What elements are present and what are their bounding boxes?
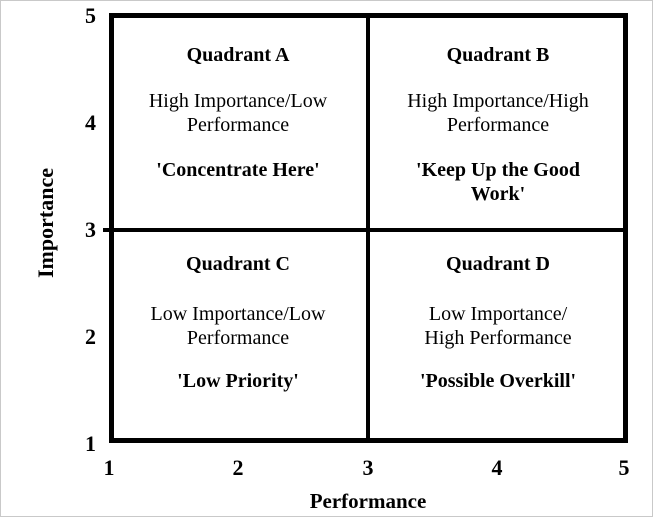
quadrant-b: Quadrant B High Importance/High Performa… [374,13,622,206]
y-tick-5: 5 [85,3,96,28]
quadrant-a-slogan: 'Concentrate Here' [156,159,320,181]
quadrant-d: Quadrant D Low Importance/ High Performa… [374,230,622,393]
quadrant-a-title: Quadrant A [186,44,290,66]
quadrant-c-slogan: 'Low Priority' [177,370,299,392]
quadrant-b-title: Quadrant B [446,44,550,66]
quadrant-c-description: Low Importance/Low Performance [150,303,326,349]
quadrant-d-title: Quadrant D [446,253,550,275]
quadrant-c: Quadrant C Low Importance/Low Performanc… [114,230,362,393]
x-tick-3: 3 [362,455,374,480]
quadrant-b-slogan: 'Keep Up the Good Work' [416,159,580,205]
x-tick-4: 4 [491,455,503,480]
quadrant-a: Quadrant A High Importance/Low Performan… [114,13,362,182]
y-tick-1: 1 [85,431,96,456]
quadrant-a-description: High Importance/Low Performance [148,90,328,136]
quadrant-c-title: Quadrant C [186,253,290,275]
x-axis-title: Performance [309,489,427,513]
quadrant-d-description: Low Importance/ High Performance [424,303,572,349]
y-tick-2: 2 [85,324,96,349]
y-tick-4: 4 [85,110,96,135]
horizontal-midline [103,228,628,232]
quadrant-b-description: High Importance/High Performance [407,90,589,136]
y-tick-3: 3 [85,217,96,242]
quadrant-d-slogan: 'Possible Overkill' [419,370,577,392]
x-tick-1: 1 [103,455,115,480]
x-tick-5: 5 [618,455,630,480]
x-tick-2: 2 [232,455,244,480]
